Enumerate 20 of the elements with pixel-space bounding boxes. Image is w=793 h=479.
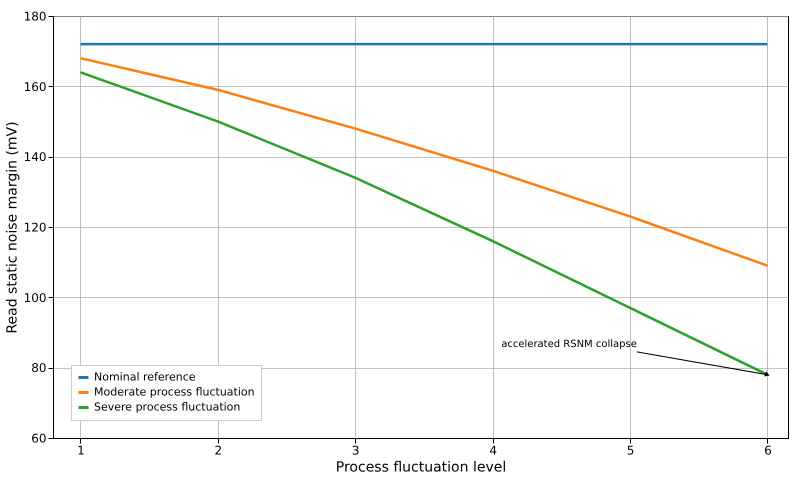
y-tick-label: 120 [24, 220, 46, 234]
line-series [79, 56, 769, 267]
y-tick-label: 140 [24, 150, 46, 164]
legend-label: Moderate process fluctuation [94, 386, 255, 398]
y-tick-label: 80 [31, 361, 46, 376]
x-axis-title: Process fluctuation level [336, 460, 506, 476]
y-tick-label: 180 [24, 10, 46, 24]
x-tick-label: 1 [77, 444, 85, 458]
y-tick-label: 60 [31, 432, 46, 446]
y-axis-title: Read static noise margin (mV) [4, 121, 21, 334]
x-tick-label: 2 [214, 444, 222, 458]
x-tick-label: 4 [489, 444, 497, 458]
annotation: accelerated RSNM collapse [501, 338, 637, 350]
x-tick-label: 6 [764, 444, 772, 458]
legend-label: Nominal reference [94, 370, 196, 384]
y-tick-label: 160 [24, 80, 46, 94]
x-tick-label: 5 [626, 444, 634, 458]
x-tick-label: 3 [352, 444, 360, 458]
y-tick-label: 100 [24, 290, 46, 305]
legend-label: Severe process fluctuation [94, 400, 240, 414]
